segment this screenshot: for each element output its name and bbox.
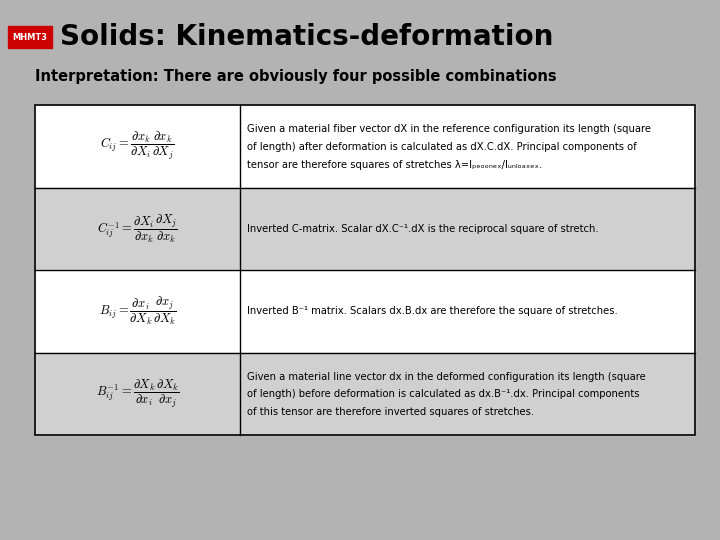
Text: Inverted C-matrix. Scalar dX.C⁻¹.dX is the reciprocal square of stretch.: Inverted C-matrix. Scalar dX.C⁻¹.dX is t… [247, 224, 598, 234]
Bar [35, 105, 695, 435]
Text: of length) before deformation is calculated as dx.B⁻¹.dx. Principal components: of length) before deformation is calcula… [247, 389, 639, 400]
Text: of this tensor are therefore inverted squares of stretches.: of this tensor are therefore inverted sq… [247, 407, 534, 417]
Text: Given a material line vector dx in the deformed configuration its length (square: Given a material line vector dx in the d… [247, 372, 646, 382]
Text: tensor are therefore squares of stretches λ=lₚₑₒₒₙₑₓ/lᵤₙₗₒₐₓₑₓ.: tensor are therefore squares of stretche… [247, 160, 542, 170]
Bar [35, 187, 695, 270]
Text: $B_{ij}^{-1} = \dfrac{\partial X_k}{\partial x_i}\dfrac{\partial X_k}{\partial x: $B_{ij}^{-1} = \dfrac{\partial X_k}{\par… [96, 377, 179, 410]
Text: $C_{ij} = \dfrac{\partial x_k}{\partial X_i}\dfrac{\partial x_k}{\partial X_j}$: $C_{ij} = \dfrac{\partial x_k}{\partial … [100, 130, 175, 163]
Text: $C_{ij}^{-1} = \dfrac{\partial X_i}{\partial x_k}\dfrac{\partial X_j}{\partial x: $C_{ij}^{-1} = \dfrac{\partial X_i}{\par… [97, 213, 178, 245]
Bar [35, 270, 695, 353]
Text: $B_{ij} = \dfrac{\partial x_i}{\partial X_k}\dfrac{\partial x_j}{\partial X_k}$: $B_{ij} = \dfrac{\partial x_i}{\partial … [99, 295, 176, 327]
Text: Inverted B⁻¹ matrix. Scalars dx.B.dx are therefore the square of stretches.: Inverted B⁻¹ matrix. Scalars dx.B.dx are… [247, 306, 618, 316]
Text: of length) after deformation is calculated as dX.C.dX. Principal components of: of length) after deformation is calculat… [247, 142, 636, 152]
Text: Given a material fiber vector dX in the reference configuration its length (squa: Given a material fiber vector dX in the … [247, 124, 651, 134]
Text: Interpretation: There are obviously four possible combinations: Interpretation: There are obviously four… [35, 69, 557, 84]
Text: Solids: Kinematics-deformation: Solids: Kinematics-deformation [60, 23, 554, 51]
Bar [35, 353, 695, 435]
Text: MHMT3: MHMT3 [12, 32, 48, 42]
Bar [35, 105, 695, 187]
Bar [8, 26, 52, 48]
